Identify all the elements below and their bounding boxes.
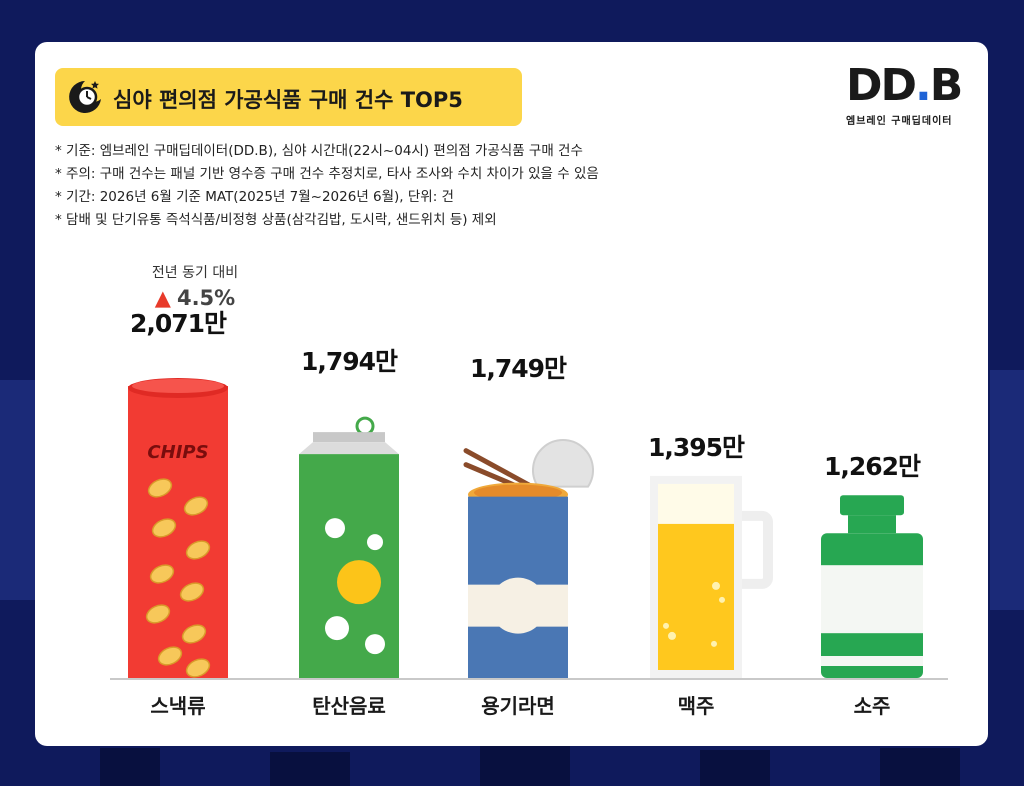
bar-beer xyxy=(650,475,773,678)
ramen-badge xyxy=(490,577,546,634)
bubble-icon xyxy=(325,616,349,641)
category-label-soda: 탄산음료 xyxy=(312,694,386,718)
chip-icon xyxy=(151,518,177,538)
beer-bubble-icon xyxy=(719,596,725,603)
background-block xyxy=(0,380,40,600)
bubble-icon xyxy=(337,560,381,605)
chip-icon xyxy=(181,624,207,644)
ramen-lid xyxy=(532,439,594,488)
beer-bubble-icon xyxy=(668,631,676,640)
beer-bubble-icon xyxy=(711,640,717,647)
category-label-soju: 소주 xyxy=(853,694,891,718)
up-arrow-icon: ▲ xyxy=(154,286,171,310)
can-top xyxy=(313,432,385,443)
category-label-ramen: 용기라면 xyxy=(481,694,555,718)
value-label-snack: 2,071만 xyxy=(129,309,227,338)
value-label-soju: 1,262만 xyxy=(823,452,921,482)
background-block xyxy=(990,370,1024,610)
moon-clock-icon xyxy=(69,81,101,113)
chips-label: CHIPS xyxy=(147,442,208,463)
chip-icon xyxy=(149,564,175,584)
bottle-neck xyxy=(848,515,896,534)
chip-icon xyxy=(145,604,171,624)
chip-icon xyxy=(185,540,211,560)
value-label-beer: 1,395만 xyxy=(647,432,745,462)
beer-liquid xyxy=(658,523,734,670)
notes: * 기준: 엠브레인 구매딥데이터(DD.B), 심야 시간대(22시~04시)… xyxy=(55,140,599,232)
chips-tube-body xyxy=(128,386,228,678)
bar-soda xyxy=(299,416,399,678)
chips-tube-lid-top xyxy=(132,379,224,393)
bar-ramen xyxy=(463,439,594,678)
can-shoulder xyxy=(299,442,399,455)
bar-snack: CHIPS xyxy=(128,378,228,678)
chip-icon xyxy=(185,658,211,678)
bottle-cap xyxy=(840,495,904,516)
bar-soju xyxy=(821,495,923,678)
value-label-ramen: 1,749만 xyxy=(469,353,567,383)
chart-title: 심야 편의점 가공식품 구매 건수 TOP5 xyxy=(113,88,463,112)
logo-text-dd: DD xyxy=(846,60,917,111)
chopstick xyxy=(463,448,535,490)
background-building xyxy=(270,752,350,786)
background-building xyxy=(100,748,160,786)
chip-icon xyxy=(183,496,209,516)
bubble-icon xyxy=(365,634,385,655)
background-building xyxy=(880,748,960,786)
note-line: * 주의: 구매 건수는 패널 기반 영수증 구매 건수 추정치로, 타사 조사… xyxy=(55,166,599,182)
bottle-label xyxy=(821,565,923,634)
chip-icon xyxy=(147,478,173,498)
chart-card: 심야 편의점 가공식품 구매 건수 TOP5 DD.B 엠브레인 구매딥데이터 … xyxy=(35,42,988,746)
chip-icon xyxy=(179,582,205,602)
note-line: * 기준: 엠브레인 구매딥데이터(DD.B), 심야 시간대(22시~04시)… xyxy=(55,143,583,159)
beer-bubble-icon xyxy=(712,581,720,590)
title-banner: 심야 편의점 가공식품 구매 건수 TOP5 xyxy=(55,68,522,126)
logo-subtitle: 엠브레인 구매딥데이터 xyxy=(846,116,953,127)
can-tab xyxy=(355,416,375,436)
category-label-snack: 스낵류 xyxy=(150,694,206,718)
chart-figures: CHIPS xyxy=(128,378,923,678)
category-label-beer: 맥주 xyxy=(677,694,715,718)
yoy-value: ▲ 4.5% xyxy=(115,286,275,310)
bottle-stripe xyxy=(821,656,923,666)
beer-bubble-icon xyxy=(663,622,669,629)
value-label-soda: 1,794만 xyxy=(300,347,398,377)
beer-foam xyxy=(658,483,734,524)
mug-handle xyxy=(742,510,773,589)
yoy-percent: 4.5% xyxy=(176,286,236,310)
bubble-icon xyxy=(325,518,345,539)
logo-text-dot: . xyxy=(915,60,932,111)
bubble-icon xyxy=(367,534,383,551)
ddb-logo: DD.B 엠브레인 구매딥데이터 xyxy=(846,64,966,130)
background-building xyxy=(480,746,570,786)
yoy-label: 전년 동기 대비 xyxy=(151,265,239,281)
chip-icon xyxy=(157,646,183,666)
background-building xyxy=(700,750,770,786)
chart-baseline xyxy=(110,678,948,680)
logo-text-b: B xyxy=(929,60,964,111)
note-line: * 기간: 2026년 6월 기준 MAT(2025년 7월~2026년 6월)… xyxy=(55,189,454,205)
note-line: * 담배 및 단기유통 즉석식품/비정형 상품(삼각김밥, 도시락, 샌드위치 … xyxy=(55,212,497,228)
